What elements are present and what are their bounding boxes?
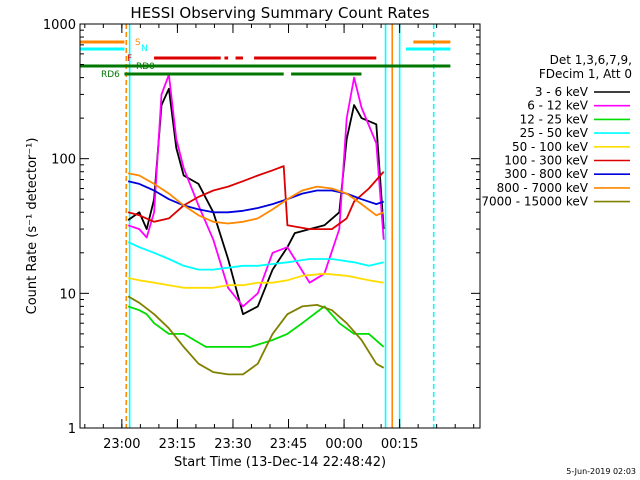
legend-label-5: 100 - 300 keV bbox=[504, 154, 588, 168]
plot-marks bbox=[125, 24, 435, 428]
x-tick-label: 00:15 bbox=[381, 437, 418, 452]
legend-header-line-2: FDecim 1, Att 0 bbox=[539, 67, 632, 81]
legend-label-6: 300 - 800 keV bbox=[504, 167, 588, 181]
y-tick-label: 100 bbox=[51, 153, 76, 168]
legend-label-4: 50 - 100 keV bbox=[512, 140, 589, 154]
y-axis-label: Count Rate (s⁻¹ detector⁻¹) bbox=[25, 138, 40, 315]
x-tick-label: 23:00 bbox=[103, 437, 140, 452]
series-line-0 bbox=[127, 87, 385, 316]
series-line-5 bbox=[127, 165, 385, 231]
legend-label-2: 12 - 25 keV bbox=[520, 112, 589, 126]
flag-label-rd0: RD0 bbox=[136, 62, 155, 72]
axis-ticks: 1 10 100 1000 23:00 23:15 23:30 23:45 00:00 00:15 bbox=[43, 18, 480, 452]
series-line-7 bbox=[127, 172, 385, 225]
series-line-4 bbox=[127, 272, 384, 289]
x-tick-label: 00:00 bbox=[325, 437, 362, 452]
chart-title: HESSI Observing Summary Count Rates bbox=[130, 4, 429, 22]
legend-label-1: 6 - 12 keV bbox=[527, 99, 589, 113]
legend-label-3: 25 - 50 keV bbox=[520, 126, 589, 140]
series-line-6 bbox=[127, 180, 384, 214]
legend-label-8: 7000 - 15000 keV bbox=[481, 195, 588, 209]
x-tick-label: 23:45 bbox=[270, 437, 307, 452]
x-tick-label: 23:30 bbox=[214, 437, 251, 452]
series-line-3 bbox=[127, 241, 384, 271]
legend-label-7: 800 - 7000 keV bbox=[497, 181, 589, 195]
flag-label-rd6: RD6 bbox=[101, 70, 120, 80]
flag-marks: SNF RD0 RD6 bbox=[80, 38, 451, 80]
x-axis-label: Start Time (13-Dec-14 22:48:42) bbox=[174, 455, 386, 470]
flag-label-f: F bbox=[127, 54, 132, 64]
footer-timestamp: 5-Jun-2019 02:03 bbox=[566, 467, 636, 476]
x-tick-label: 23:15 bbox=[159, 437, 196, 452]
y-tick-label: 10 bbox=[59, 287, 76, 302]
y-tick-label: 1000 bbox=[43, 18, 76, 33]
series-line-8 bbox=[127, 295, 385, 376]
series-line-1 bbox=[127, 73, 385, 308]
plot-frame bbox=[79, 23, 481, 429]
legend-label-0: 3 - 6 keV bbox=[535, 85, 589, 99]
legend-header-line-1: Det 1,3,6,7,9, bbox=[550, 53, 632, 67]
flag-label-s: S bbox=[135, 38, 141, 48]
flag-label-n: N bbox=[141, 44, 148, 54]
y-tick-label: 1 bbox=[68, 422, 76, 437]
legend: Det 1,3,6,7,9, FDecim 1, Att 0 3 - 6 keV… bbox=[481, 53, 632, 209]
series-line-2 bbox=[127, 305, 385, 348]
